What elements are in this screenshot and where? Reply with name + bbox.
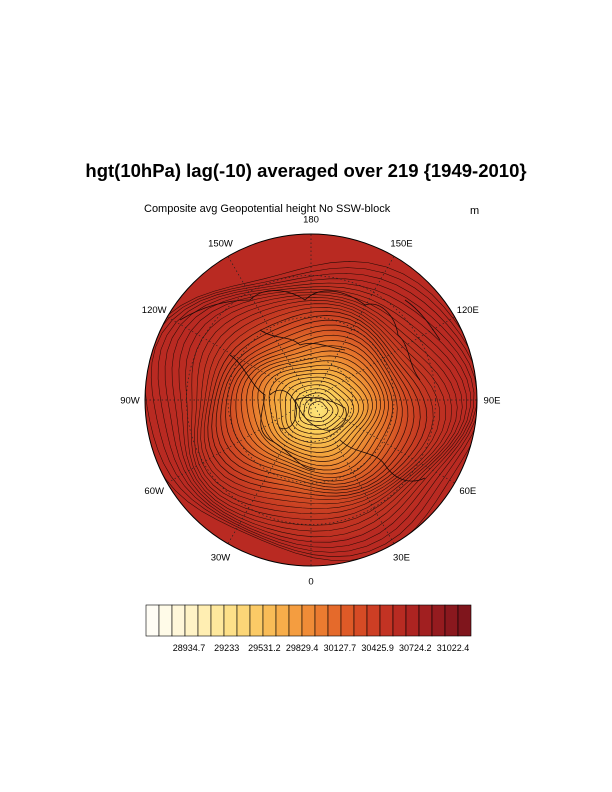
map-boundary	[144, 233, 478, 567]
colorbar-swatch	[431, 604, 446, 637]
contour-line	[235, 340, 394, 479]
colorbar-label: 31022.4	[437, 643, 470, 653]
contour-line	[191, 294, 458, 520]
colorbar-swatch	[340, 604, 355, 637]
colorbar-swatch	[262, 604, 277, 637]
colorbar-label: 30724.2	[399, 643, 432, 653]
longitude-label: 180	[303, 215, 319, 226]
contour-line	[207, 310, 428, 497]
colorbar-swatch	[171, 604, 186, 637]
colorbar-swatch	[366, 604, 381, 637]
colorbar-swatch	[327, 604, 342, 637]
colorbar: 28934.7 29233 29531.2 29829.4 30127.7 30425.9…	[145, 604, 472, 653]
colorbar-label: 29233	[214, 643, 239, 653]
colorbar-swatch	[418, 604, 433, 637]
contour-line	[157, 278, 477, 548]
colorbar-swatch	[301, 604, 316, 637]
contour-line	[164, 282, 475, 543]
contour-line	[211, 315, 421, 494]
contour-line	[203, 307, 434, 500]
units-label: m	[470, 205, 480, 217]
colorbar-swatch	[210, 604, 225, 637]
latitude-circle	[227, 316, 395, 484]
colorbar-swatch	[275, 604, 290, 637]
colorbar-swatch	[145, 604, 160, 637]
longitude-label: 0	[308, 577, 313, 588]
longitude-label: 120E	[457, 305, 479, 316]
colorbar-swatch	[314, 604, 329, 637]
longitude-label: 120W	[142, 305, 167, 316]
contour-line	[197, 300, 446, 509]
colorbar-swatch	[353, 604, 368, 637]
contour-line	[284, 380, 355, 439]
colorbar-swatch	[158, 604, 173, 637]
contour-line	[171, 286, 471, 538]
longitude-label: 30E	[393, 552, 410, 563]
contour-line	[240, 345, 389, 475]
map-disk	[145, 234, 477, 566]
contour-line	[185, 291, 463, 526]
colorbar-swatch	[223, 604, 238, 637]
contour-line	[257, 360, 378, 462]
contour-line	[150, 273, 477, 553]
plot-title: hgt(10hPa) lag(-10) averaged over 219 {1…	[85, 160, 527, 181]
contour-line	[263, 364, 373, 458]
contour-line	[279, 376, 360, 444]
contour-line	[294, 388, 344, 431]
colorbar-label: 30425.9	[361, 643, 394, 653]
longitude-labels: 180 150E 120E 90E 60E 30E 0 30W 60W 90W 120W 150W	[120, 215, 500, 588]
longitude-label: 60W	[144, 486, 164, 497]
colorbar-swatch	[444, 604, 459, 637]
colorbar-swatch	[236, 604, 251, 637]
contour-line	[246, 350, 385, 471]
colorbar-label: 30127.7	[324, 643, 357, 653]
longitude-label: 30W	[211, 552, 231, 563]
colorbar-swatch	[184, 604, 199, 637]
colorbar-label: 29829.4	[286, 643, 319, 653]
contour-line	[230, 334, 398, 482]
colorbar-swatch	[392, 604, 407, 637]
contour-line	[308, 401, 329, 418]
coastlines	[179, 290, 441, 482]
height-field	[166, 280, 466, 540]
longitude-label: 60E	[459, 486, 476, 497]
colorbar-swatch	[379, 604, 394, 637]
contour-line	[145, 267, 477, 557]
contour-line	[225, 329, 403, 485]
latitude-circle	[269, 358, 353, 442]
colorbar-label: 29531.2	[248, 643, 281, 653]
colorbar-swatch	[288, 604, 303, 637]
longitude-label: 150E	[390, 239, 412, 250]
longitude-label: 90W	[120, 396, 140, 407]
colorbar-swatch	[405, 604, 420, 637]
plot-subtitle: Composite avg Geopotential height No SSW…	[144, 203, 391, 215]
colorbar-label: 28934.7	[173, 643, 206, 653]
contour-line	[200, 303, 440, 505]
colorbar-swatch	[197, 604, 212, 637]
longitude-label: 90E	[484, 396, 501, 407]
colorbar-swatch	[249, 604, 264, 637]
contour-line	[215, 319, 415, 491]
contour-line	[274, 372, 364, 449]
longitude-label: 150W	[208, 239, 233, 250]
contour-line	[178, 289, 467, 532]
latitude-circle	[186, 275, 436, 525]
colorbar-swatch	[457, 604, 472, 637]
contour-line	[194, 297, 452, 515]
contour-line	[251, 355, 382, 467]
graticule	[145, 234, 477, 566]
